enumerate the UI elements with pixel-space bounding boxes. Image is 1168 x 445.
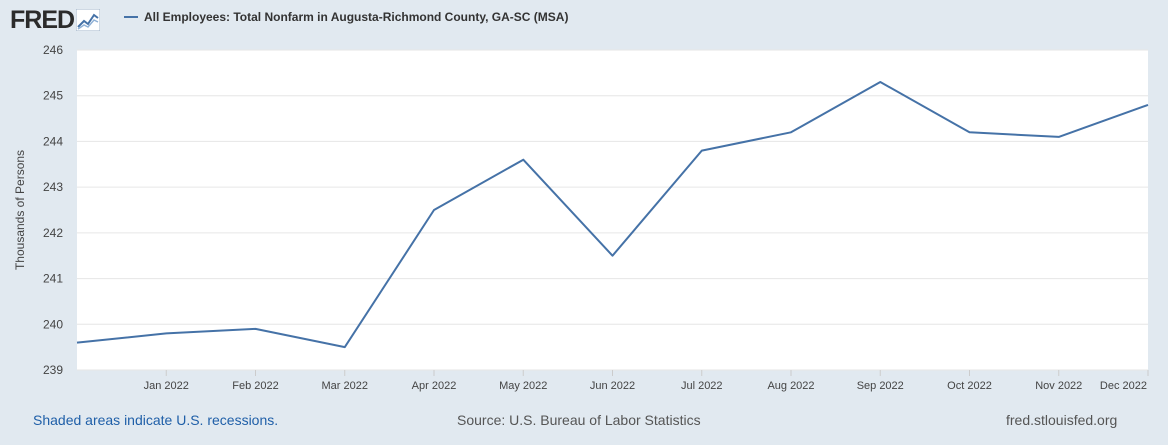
y-tick-label: 241 — [43, 272, 63, 286]
x-tick-label: Mar 2022 — [322, 380, 368, 392]
x-tick-label: Jan 2022 — [144, 380, 189, 392]
series-line[interactable] — [76, 81, 1149, 349]
chart-header: FRED All Employees: Total Nonfarm in Aug… — [0, 0, 1168, 40]
recession-note-link[interactable]: Shaded areas indicate U.S. recessions. — [33, 412, 279, 428]
y-tick-label: 242 — [43, 226, 63, 240]
y-axis-label: Thousands of Persons — [13, 150, 27, 270]
source-text: Source: U.S. Bureau of Labor Statistics — [457, 412, 701, 428]
x-tick-label: Dec 2022 — [1100, 380, 1147, 392]
y-tick-label: 239 — [43, 363, 63, 377]
x-tick-label: Jun 2022 — [590, 380, 635, 392]
legend-swatch — [124, 16, 138, 18]
plot-area — [77, 50, 1148, 370]
x-axis-ticks: Jan 2022 Feb 2022 Mar 2022 Apr 2022 May 2022… — [144, 370, 1149, 392]
y-tick-label: 245 — [43, 89, 63, 103]
fred-logo[interactable]: FRED — [10, 6, 101, 34]
y-axis-ticks: 239 240 241 242 243 244 245 246 — [43, 43, 63, 377]
x-tick-label: Jul 2022 — [681, 380, 723, 392]
y-tick-label: 244 — [43, 134, 63, 148]
y-tick-label: 240 — [43, 317, 63, 331]
line-graph-icon — [76, 9, 101, 31]
x-tick-label: Apr 2022 — [412, 380, 457, 392]
fred-logo-text: FRED — [10, 6, 75, 34]
x-tick-label: Oct 2022 — [947, 380, 992, 392]
x-tick-label: Aug 2022 — [767, 380, 814, 392]
legend[interactable]: All Employees: Total Nonfarm in Augusta-… — [124, 10, 568, 24]
site-link[interactable]: fred.stlouisfed.org — [1006, 412, 1118, 428]
x-tick-label: Feb 2022 — [232, 380, 278, 392]
line-chart: 239 240 241 242 243 244 245 246 Jan 2022 Feb 202… — [13, 43, 1149, 392]
grid-lines — [77, 49, 1148, 371]
y-tick-label: 243 — [43, 180, 63, 194]
x-tick-label: Nov 2022 — [1035, 380, 1082, 392]
legend-series-label: All Employees: Total Nonfarm in Augusta-… — [144, 10, 569, 24]
x-tick-label: Sep 2022 — [857, 380, 904, 392]
chart-footer: Shaded areas indicate U.S. recessions. S… — [0, 410, 1168, 430]
y-tick-label: 246 — [43, 43, 63, 57]
x-tick-label: May 2022 — [499, 380, 547, 392]
